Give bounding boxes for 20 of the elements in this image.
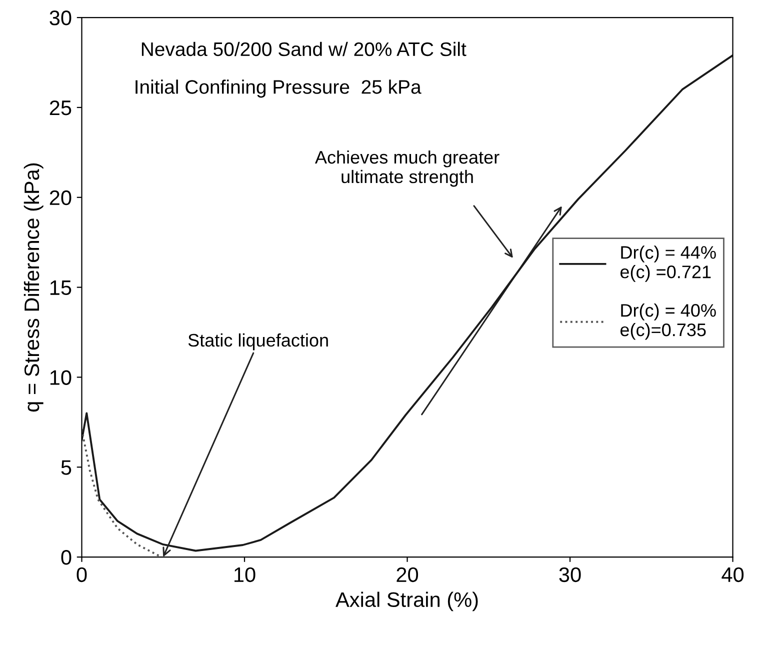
y-tick-label: 30 [50,10,72,26]
y-tick-label: 5 [61,460,72,475]
text: Initial Confining Pressure 25 kPa [136,80,422,98]
x-tick-label: 10 [234,567,256,582]
x-axis-title: Axial Strain (%) [336,592,478,612]
text: Nevada 50/200 Sand w/ 20% ATC Silt [142,42,466,56]
y-tick-label: 25 [50,100,72,116]
x-tick-label: 30 [559,567,581,582]
y-tick-label: 10 [50,370,72,385]
legend-label: Dr(c) = 44% e(c) =0.721 [620,246,716,282]
annotation: Achieves much greater ultimate strength [314,150,500,187]
x-tick-label: 40 [722,567,744,582]
annotation: Static liquefaction [188,333,328,350]
y-axis-title: q = Stress Difference (kPa) [24,163,44,412]
y-tick-label: 15 [50,280,72,296]
y-tick-label: 20 [50,190,72,206]
y-tick-label: 0 [61,550,72,565]
x-tick-label: 0 [76,567,87,582]
x-tick-label: 20 [396,567,418,582]
legend-label: Dr(c) = 40% e(c)=0.735 [620,304,716,340]
